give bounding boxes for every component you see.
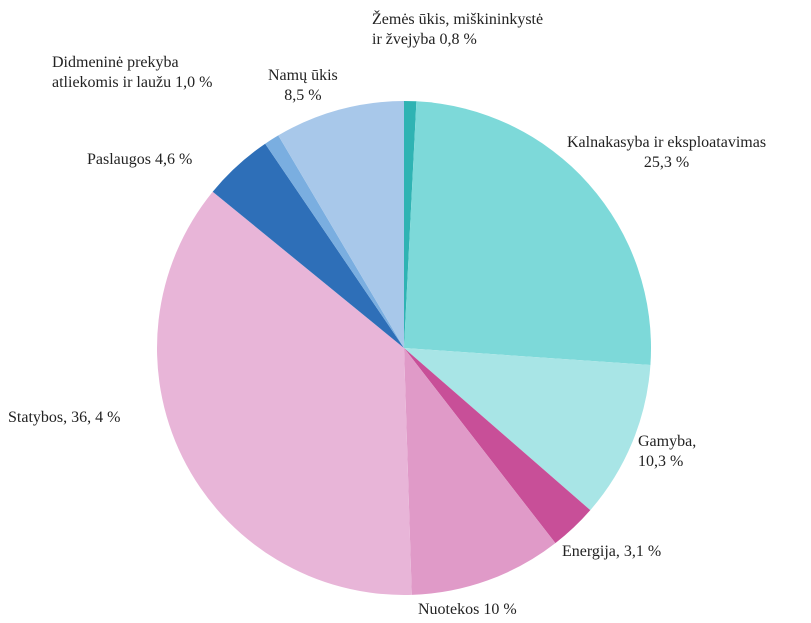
value-label: 10 % xyxy=(483,601,517,618)
slice-label: Kalnakasyba ir eksploatavimas 25,3 % xyxy=(567,133,766,173)
category-label: Nuotekos xyxy=(418,601,480,618)
pie-slice xyxy=(404,348,651,511)
category-label: Namų ūkis xyxy=(268,67,338,84)
slice-label: Gamyba, 10,3 % xyxy=(638,432,696,472)
category-label: Statybos, xyxy=(8,409,68,426)
pie-slice xyxy=(278,101,404,348)
slice-label: Nuotekos 10 % xyxy=(418,600,517,620)
value-label: 25,3 % xyxy=(643,154,690,171)
slice-label: Statybos, 36, 4 % xyxy=(8,408,120,428)
category-label: Paslaugos xyxy=(87,151,151,168)
value-label: 1,0 % xyxy=(175,74,213,91)
slice-label: Energija, 3,1 % xyxy=(562,542,661,562)
value-label: 0,8 % xyxy=(439,31,477,48)
pie-slice xyxy=(212,143,404,348)
value-label: 10,3 % xyxy=(638,453,684,470)
value-label: 36, 4 % xyxy=(71,409,121,426)
pie-slice xyxy=(265,135,404,348)
category-label: Kalnakasyba ir eksploatavimas xyxy=(567,134,767,151)
pie-slice xyxy=(404,101,417,348)
category-label: Gamyba, xyxy=(638,433,697,450)
value-label: 8,5 % xyxy=(284,87,322,104)
category-label: Energija, xyxy=(562,543,620,560)
pie-slice xyxy=(404,348,556,595)
category-label: Žemės ūkis, miškininkystė ir žvejyba xyxy=(372,11,544,48)
pie-slice xyxy=(404,101,651,366)
pie-slice xyxy=(404,348,591,544)
slice-label: Didmeninė prekyba atliekomis ir laužu 1,0… xyxy=(52,53,212,93)
category-label: Didmeninė prekyba atliekomis ir laužu xyxy=(52,54,179,91)
pie-slice xyxy=(156,191,412,595)
slice-label: Paslaugos 4,6 % xyxy=(87,150,192,170)
value-label: 3,1 % xyxy=(623,543,662,560)
slice-label: Žemės ūkis, miškininkystė ir žvejyba 0,8 … xyxy=(372,10,543,50)
slice-label: Namų ūkis 8,5 % xyxy=(268,66,338,106)
value-label: 4,6 % xyxy=(155,151,193,168)
